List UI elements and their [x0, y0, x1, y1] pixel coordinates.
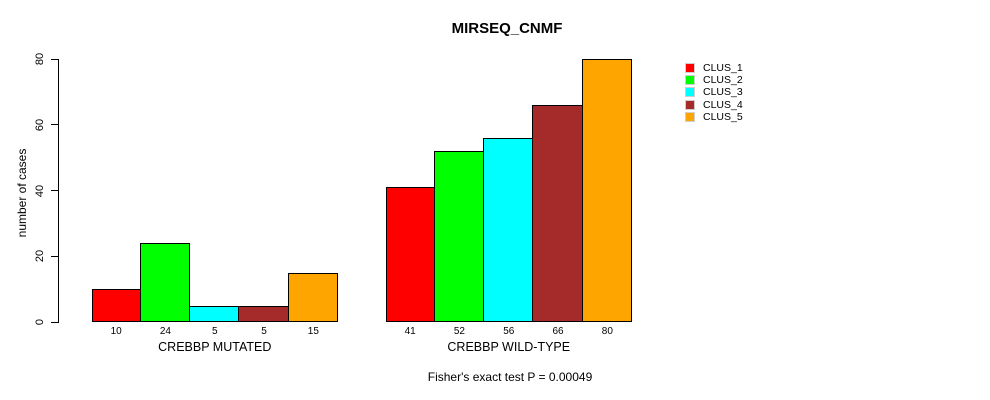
- bar-clus_4-group1: [238, 305, 289, 322]
- bar-value-label: 66: [552, 326, 564, 337]
- bar-value-label: 5: [211, 326, 218, 337]
- y-tick-label: 40: [34, 184, 46, 197]
- legend-color-swatch-clus_2: [685, 75, 695, 86]
- y-tick-label: 0: [34, 318, 46, 326]
- bar-clus_1-group1: [91, 289, 141, 322]
- fisher-test-caption: Fisher's exact test P = 0.00049: [427, 370, 593, 384]
- legend-label: CLUS_1: [703, 62, 743, 74]
- bar-value-label: 41: [404, 326, 416, 337]
- bar-clus_1-group2: [385, 187, 435, 322]
- bar-clus_3-group2: [483, 137, 534, 322]
- group-label: CREBBP MUTATED: [158, 340, 272, 354]
- y-axis-line: [58, 59, 59, 323]
- bar-value-label: 5: [261, 326, 267, 337]
- y-tick: [51, 321, 58, 323]
- bar-clus_2-group2: [433, 151, 485, 322]
- legend-color-swatch-clus_3: [685, 87, 695, 98]
- bar-clus_5-group2: [581, 59, 632, 322]
- y-tick-label: 80: [34, 52, 46, 66]
- bar-value-label: 15: [307, 326, 319, 337]
- legend-color-swatch-clus_1: [685, 63, 695, 73]
- y-axis-label: number of cases: [15, 148, 29, 238]
- y-tick: [51, 124, 58, 126]
- chart-title: MIRSEQ_CNMF: [451, 20, 563, 37]
- bar-value-label: 24: [159, 326, 171, 337]
- bar-value-label: 10: [110, 326, 122, 337]
- legend-label: CLUS_2: [703, 74, 743, 87]
- group-label: CREBBP WILD-TYPE: [447, 340, 571, 354]
- y-tick-label: 20: [34, 250, 46, 263]
- bar-value-label: 56: [503, 326, 515, 337]
- bar-clus_4-group2: [532, 105, 583, 322]
- bar-clus_2-group1: [139, 243, 191, 322]
- bar-clus_5-group1: [287, 272, 338, 322]
- bar-value-label: 52: [453, 326, 465, 337]
- bar-clus_3-group1: [189, 305, 240, 322]
- y-tick: [51, 58, 58, 60]
- bar-value-label: 80: [601, 326, 613, 337]
- legend-color-swatch-clus_5: [685, 111, 695, 122]
- y-tick-label: 60: [34, 118, 46, 131]
- legend-label: CLUS_5: [703, 110, 743, 123]
- y-tick: [51, 255, 58, 257]
- legend-label: CLUS_4: [703, 98, 743, 111]
- y-tick: [51, 190, 58, 191]
- legend-color-swatch-clus_4: [685, 99, 695, 110]
- legend-label: CLUS_3: [703, 86, 743, 99]
